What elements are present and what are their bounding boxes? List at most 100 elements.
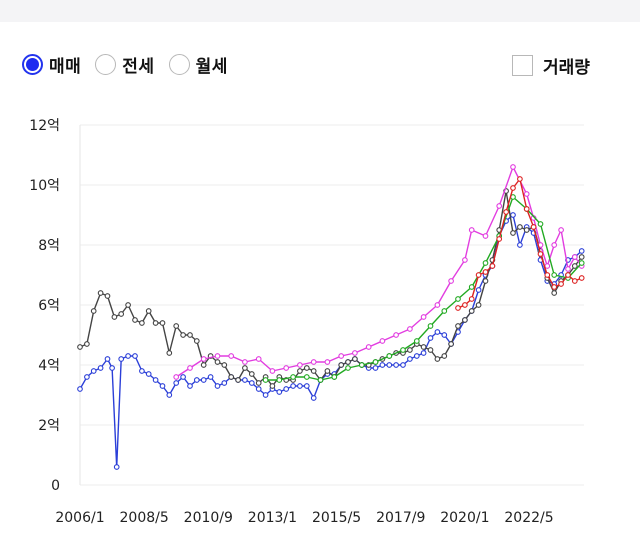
data-point [441,332,448,338]
data-point [551,284,558,290]
series-line-3 [175,166,583,378]
data-point [427,323,434,329]
data-point [159,383,166,389]
data-point [187,383,193,389]
data-point [303,374,310,380]
radio-monthly-rent[interactable]: 월세 [168,52,228,77]
data-point [455,323,461,329]
data-point [496,236,503,242]
data-point [77,344,83,350]
data-point [434,329,441,335]
chart-series [77,164,585,470]
data-point [77,386,83,392]
data-point [242,377,248,383]
data-point [441,353,448,359]
data-point [413,353,420,359]
x-tick-label: 2020/1 [440,510,489,526]
data-point [90,368,97,374]
data-point [104,356,111,362]
data-point [468,227,475,233]
data-point [468,284,475,290]
data-point [283,365,290,371]
data-point [489,263,496,269]
data-point [345,359,351,365]
data-point [97,290,104,296]
data-point [537,251,544,257]
data-point [180,332,186,338]
data-point [193,377,200,383]
data-point [262,377,269,383]
data-point [517,176,523,182]
data-point [228,353,235,359]
radio-jeonse[interactable]: 전세 [95,52,154,77]
data-point [365,344,372,350]
data-point [290,374,296,380]
radio-sale-circle[interactable] [22,54,43,75]
data-point [221,362,228,368]
data-point [434,356,441,362]
radio-jeonse-label: 전세 [122,57,155,77]
x-tick-label: 2022/5 [504,510,553,526]
data-point [338,353,345,359]
data-point [523,191,530,197]
data-point [159,320,166,326]
data-point [427,335,434,341]
y-tick-label: 10억 [29,178,60,194]
data-point [510,185,516,191]
data-point [434,302,441,308]
y-tick-label: 8억 [38,238,60,254]
data-point [145,371,152,377]
data-point [372,365,379,371]
data-point [537,221,544,227]
x-tick-label: 2015/5 [312,510,361,526]
data-point [517,224,523,230]
data-point [242,365,248,371]
radio-sale[interactable]: 매매 [22,52,81,77]
data-point [290,383,296,389]
data-point [372,359,379,365]
data-point [200,362,207,368]
data-point [166,350,173,356]
x-tick-label: 2010/9 [184,510,233,526]
data-point [84,374,90,380]
data-point [407,356,413,362]
data-point [276,377,283,383]
data-point [187,365,193,371]
data-point [407,326,413,332]
data-point [352,350,358,356]
data-point [475,302,482,308]
data-point [269,383,276,389]
data-point [517,242,523,248]
data-point [462,257,468,263]
data-point [468,296,475,302]
data-point [510,212,516,218]
data-point [379,362,386,368]
data-point [248,371,255,377]
data-point [235,377,241,383]
radio-monthly-rent-circle[interactable] [168,54,190,75]
data-point [310,368,317,374]
data-point [317,377,324,383]
data-point [283,386,290,392]
data-point [214,359,221,365]
data-point [482,269,489,275]
trade-volume-checkbox[interactable] [512,55,533,76]
data-point [187,332,193,338]
radio-jeonse-circle[interactable] [95,54,117,75]
data-point [104,293,111,299]
data-point [248,380,255,386]
data-point [544,272,551,278]
trade-volume-toggle[interactable]: 거래량 [512,53,590,78]
data-point [386,353,393,359]
data-point [462,317,468,323]
data-point [455,296,461,302]
data-point [214,353,221,359]
y-tick-label: 6억 [38,298,60,314]
data-point [111,314,118,320]
data-point [310,359,317,365]
data-point [255,356,262,362]
data-point [324,359,331,365]
data-point [530,224,537,230]
data-point [255,386,262,392]
data-point [407,347,413,353]
